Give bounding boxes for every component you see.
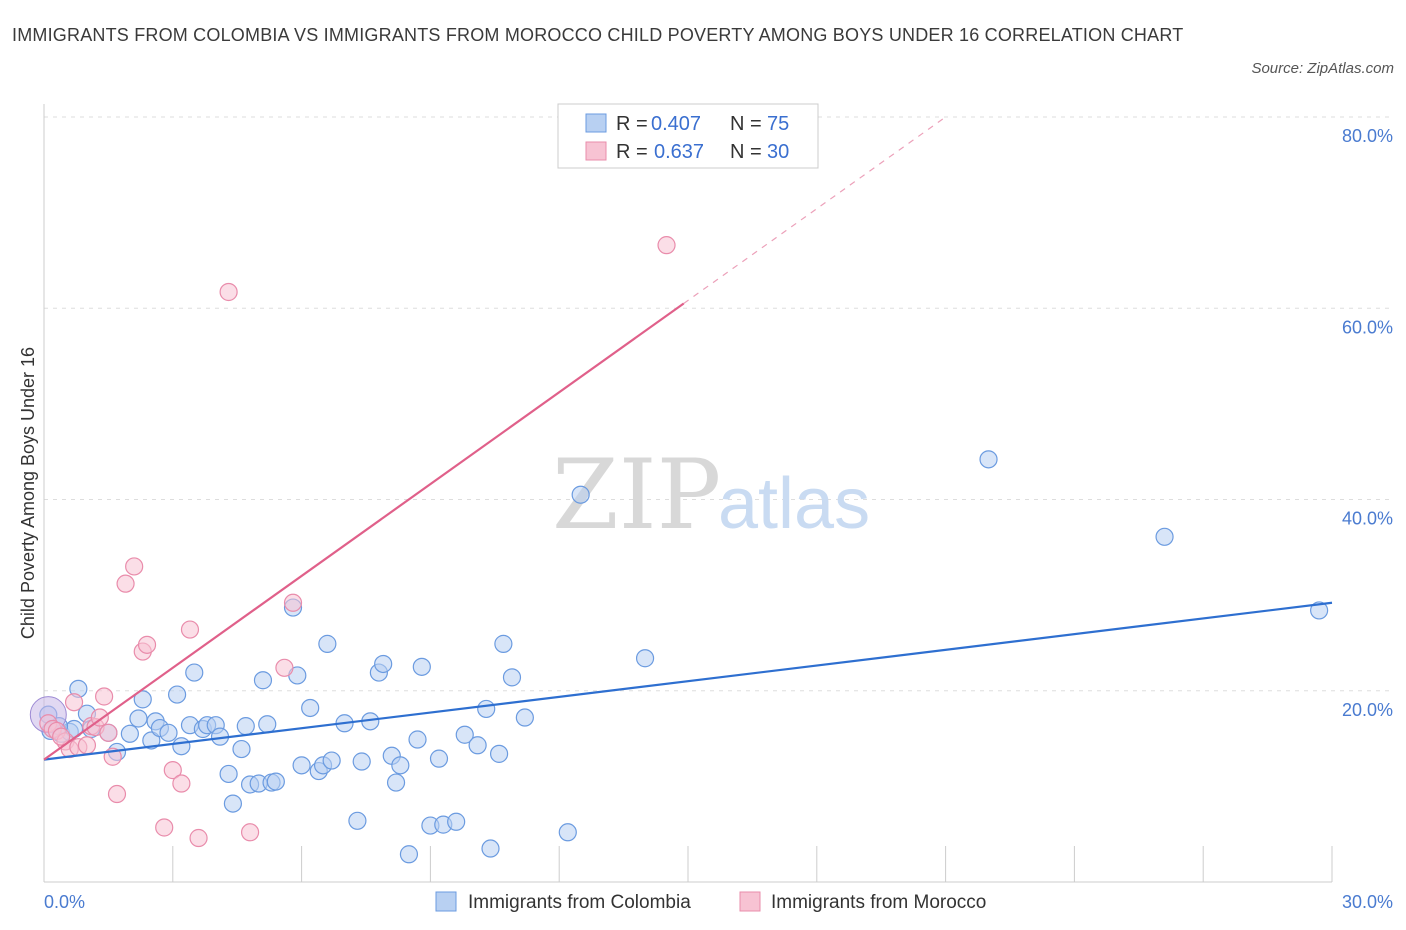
colombia-point-61: [477, 699, 496, 719]
trend-lines: [43, 116, 1333, 761]
bottom-legend-swatch-colombia: [435, 891, 457, 912]
trend-line-colombia: [43, 601, 1333, 761]
series-morocco-points: [39, 236, 676, 848]
colombia-point-37: [292, 756, 311, 775]
legend-n-label-morocco: N =: [730, 141, 762, 163]
colombia-point-67: [558, 823, 577, 842]
bottom-legend-swatch-morocco: [739, 891, 761, 912]
legend-swatch-colombia: [585, 113, 607, 133]
x-tick-marks: [43, 846, 1333, 882]
morocco-point-15: [116, 574, 135, 593]
morocco-point-27: [283, 593, 303, 612]
colombia-point-63: [489, 744, 509, 763]
colombia-point-16: [159, 723, 178, 742]
watermark: ZIP atlas: [552, 439, 870, 551]
bottom-legend-label-morocco: Immigrants from Morocco: [771, 892, 986, 913]
legend-n-label-colombia: N =: [730, 113, 762, 135]
morocco-point-23: [189, 828, 208, 848]
morocco-point-16: [125, 557, 144, 576]
colombia-point-42: [322, 751, 341, 770]
morocco-point-21: [172, 774, 191, 793]
colombia-point-51: [391, 756, 410, 775]
morocco-point-20: [163, 761, 182, 780]
colombia-point-12: [133, 690, 152, 709]
x-tick-label-max: 30.0%: [1342, 892, 1393, 912]
colombia-point-64: [494, 634, 513, 653]
y-tick-labels: 20.0% 40.0% 60.0% 80.0%: [1342, 126, 1393, 720]
colombia-point-69: [635, 649, 655, 668]
colombia-point-38: [301, 698, 320, 718]
legend-r-label-morocco: R =: [616, 141, 648, 163]
morocco-point-14: [107, 784, 127, 804]
colombia-point-48: [374, 654, 393, 674]
colombia-point-41: [318, 634, 337, 653]
colombia-point-18: [172, 737, 191, 756]
x-tick-label-min: 0.0%: [44, 892, 85, 912]
morocco-point-11: [95, 687, 114, 706]
legend-box: R = 0.407 N = 75 R = 0.637 N = 30: [557, 103, 819, 169]
colombia-point-56: [429, 749, 449, 768]
y-tick-label-60: 60.0%: [1342, 317, 1393, 337]
colombia-point-11: [129, 709, 148, 728]
grid-lines: [44, 116, 1392, 692]
colombia-point-31: [253, 671, 273, 690]
morocco-point-19: [155, 818, 174, 837]
legend-n-value-colombia: 75: [767, 113, 789, 135]
legend-r-value-colombia: 0.407: [651, 113, 701, 135]
colombia-point-26: [223, 794, 243, 813]
colombia-point-20: [185, 663, 204, 682]
source-label: Source: ZipAtlas.com: [1251, 60, 1394, 77]
colombia-point-65: [502, 668, 522, 687]
bottom-legend-label-colombia: Immigrants from Colombia: [468, 892, 691, 913]
colombia-point-72: [1310, 601, 1329, 620]
y-tick-label-40: 40.0%: [1342, 509, 1393, 529]
y-tick-label-20: 20.0%: [1342, 700, 1393, 720]
colombia-point-54: [412, 657, 431, 676]
colombia-point-50: [386, 773, 406, 792]
morocco-point-26: [275, 658, 294, 677]
colombia-point-58: [447, 812, 466, 831]
colombia-point-68: [571, 485, 590, 504]
morocco-point-24: [219, 282, 238, 302]
legend-n-value-morocco: 30: [767, 141, 789, 163]
colombia-point-10: [120, 724, 139, 743]
colombia-point-27: [232, 739, 251, 759]
colombia-point-34: [266, 772, 285, 791]
colombia-point-45: [352, 752, 371, 771]
colombia-point-60: [468, 736, 487, 755]
colombia-point-17: [167, 685, 187, 704]
legend-swatch-morocco: [585, 141, 607, 161]
morocco-point-29: [52, 727, 71, 746]
legend-r-value-morocco: 0.637: [654, 141, 704, 163]
colombia-point-32: [258, 715, 277, 734]
colombia-point-13: [142, 731, 161, 750]
y-axis-title: Child Poverty Among Boys Under 16: [18, 347, 38, 639]
trend-line-morocco-extension: [683, 116, 946, 304]
morocco-point-28: [657, 236, 676, 255]
colombia-point-62: [481, 839, 500, 858]
bottom-legend: Immigrants from Colombia Immigrants from…: [435, 891, 986, 913]
colombia-point-71: [1155, 527, 1174, 546]
morocco-point-5: [64, 693, 84, 712]
colombia-point-44: [348, 811, 367, 830]
morocco-point-12: [99, 723, 118, 742]
trend-line-morocco: [43, 302, 685, 761]
colombia-point-28: [236, 717, 255, 736]
morocco-point-18: [137, 635, 157, 654]
colombia-point-59: [455, 725, 474, 744]
colombia-point-52: [399, 845, 419, 864]
chart-title: IMMIGRANTS FROM COLOMBIA VS IMMIGRANTS F…: [12, 25, 1184, 45]
colombia-point-66: [515, 708, 534, 727]
colombia-point-70: [979, 450, 998, 469]
morocco-point-25: [240, 823, 260, 842]
y-tick-label-80: 80.0%: [1342, 126, 1393, 146]
colombia-point-53: [408, 730, 427, 749]
legend-r-label-colombia: R =: [616, 113, 648, 135]
morocco-point-22: [180, 620, 200, 639]
morocco-point-7: [77, 736, 97, 755]
watermark-atlas: atlas: [718, 464, 870, 544]
colombia-point-25: [219, 764, 238, 784]
